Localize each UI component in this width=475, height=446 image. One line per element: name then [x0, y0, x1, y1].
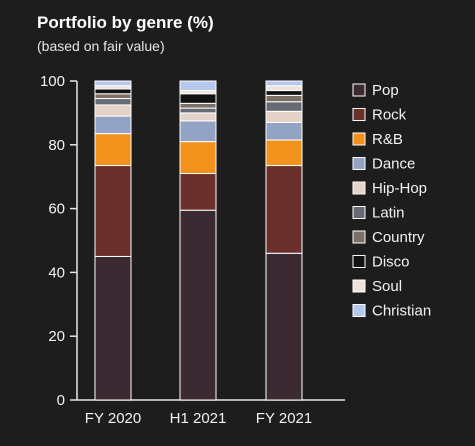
- bar-segment: [94, 98, 132, 106]
- bar-segment: [94, 165, 132, 257]
- bar-segment: [94, 80, 132, 87]
- bar-segment: [94, 88, 132, 95]
- bar-segment: [179, 120, 217, 143]
- bar-segment: [94, 255, 132, 401]
- legend-swatch: [352, 108, 366, 121]
- y-tick-label: 40: [48, 264, 65, 281]
- legend: Pop Rock R&B Dance Hip-Hop Latin Country Disco S…: [352, 82, 431, 320]
- bar-segment: [179, 173, 217, 211]
- chart-title: Portfolio by genre (%): [37, 13, 214, 32]
- legend-swatch: [352, 83, 366, 97]
- bar-segment: [94, 133, 132, 167]
- y-tick-label: 60: [48, 201, 65, 218]
- bar-segment: [179, 93, 217, 104]
- bar-segment: [265, 80, 303, 87]
- legend-label: Country: [372, 229, 425, 246]
- y-tick-label: 20: [48, 328, 65, 345]
- legend-swatch: [352, 206, 366, 219]
- y-axis: 0 20 40 60 80 100: [40, 73, 78, 409]
- legend-label: Disco: [372, 254, 410, 271]
- bar-segment: [179, 102, 217, 109]
- bars: [94, 80, 303, 401]
- bar-segment: [265, 85, 303, 92]
- legend-swatch: [352, 157, 366, 170]
- x-tick-label: FY 2021: [256, 410, 312, 427]
- legend-swatch: [352, 304, 366, 317]
- bar-segment: [179, 112, 217, 122]
- bar-segment: [179, 80, 217, 92]
- legend-label: Dance: [372, 156, 415, 173]
- bar-segment: [179, 107, 217, 114]
- legend-label: R&B: [372, 131, 403, 148]
- legend-label: Pop: [372, 82, 399, 99]
- legend-label: Hip-Hop: [372, 180, 427, 197]
- legend-label: Soul: [372, 278, 402, 295]
- legend-label: Rock: [372, 107, 407, 124]
- y-tick-label: 80: [48, 137, 65, 154]
- bar-segment: [94, 104, 132, 117]
- bar-segment: [265, 252, 303, 401]
- bar-segment: [265, 94, 303, 103]
- x-axis: FY 2020 H1 2021 FY 2021: [77, 399, 345, 427]
- legend-label: Christian: [372, 303, 431, 320]
- bar-segment: [265, 165, 303, 254]
- legend-label: Latin: [372, 205, 405, 222]
- x-tick-label: H1 2021: [170, 410, 227, 427]
- bar-segment: [265, 90, 303, 96]
- bar-segment: [265, 139, 303, 167]
- bar-segment: [94, 93, 132, 100]
- bar-segment: [94, 115, 132, 135]
- bar-segment: [265, 121, 303, 141]
- bar-segment: [265, 101, 303, 112]
- y-tick-label: 100: [40, 73, 65, 90]
- bar-segment: [179, 209, 217, 401]
- legend-swatch: [352, 279, 366, 293]
- legend-swatch: [352, 181, 366, 195]
- legend-swatch: [352, 255, 366, 268]
- x-tick-label: FY 2020: [85, 410, 141, 427]
- chart-subtitle: (based on fair value): [37, 38, 165, 54]
- y-tick-label: 0: [57, 392, 65, 409]
- legend-swatch: [352, 132, 366, 146]
- bar-segment: [265, 110, 303, 123]
- bar-segment: [179, 141, 217, 175]
- legend-swatch: [352, 230, 366, 244]
